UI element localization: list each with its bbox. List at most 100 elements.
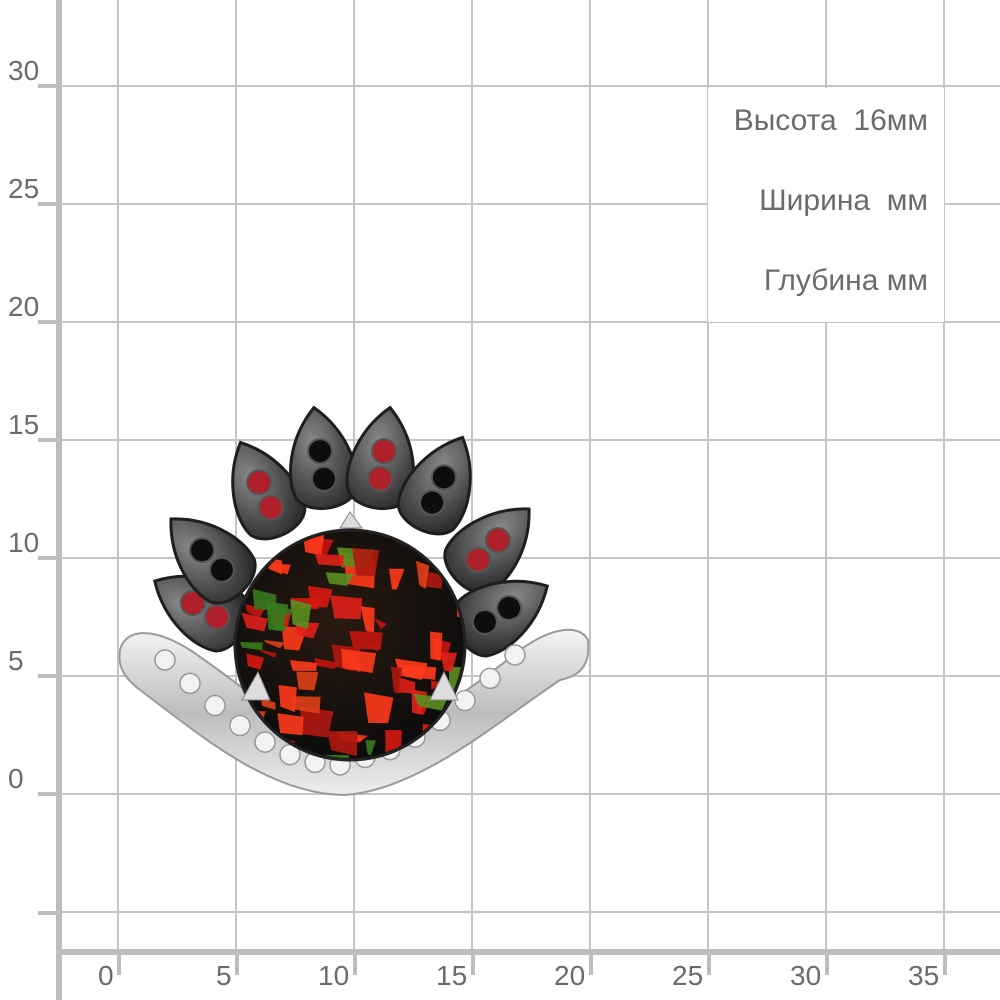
opal-fleck: [440, 652, 458, 672]
opal-fleck: [397, 677, 416, 694]
grid-line-horizontal: [58, 321, 1000, 323]
x-tick: [235, 955, 239, 975]
garnet-stone: [484, 527, 511, 554]
x-tick: [353, 955, 357, 975]
grid-line-horizontal: [58, 439, 1000, 441]
x-tick: [707, 955, 711, 975]
diamond-stone: [254, 731, 276, 753]
x-axis: [56, 949, 1000, 955]
x-tick-label: 30: [790, 960, 822, 991]
garnet-stone: [257, 494, 284, 521]
petal-settings: [152, 405, 550, 658]
opal-fleck: [240, 642, 263, 651]
grid-line-horizontal: [58, 557, 1000, 559]
grid-line-vertical: [471, 0, 473, 952]
prong: [339, 511, 363, 529]
diamond-stone: [229, 714, 251, 737]
y-tick: [38, 84, 58, 88]
opal-fleck: [391, 666, 403, 694]
black-stone: [430, 464, 457, 491]
opal-fleck: [259, 649, 277, 658]
y-tick: [38, 556, 58, 560]
prong: [429, 670, 459, 701]
x-tick-label: 10: [318, 960, 350, 991]
opal-fleck: [263, 639, 286, 649]
opal-fleck: [277, 713, 304, 736]
opal-fleck: [330, 595, 363, 620]
y-tick-label: 15: [8, 409, 40, 440]
grid-line-horizontal: [58, 793, 1000, 795]
opal-fleck: [307, 585, 333, 608]
grid-line-horizontal: [58, 203, 1000, 205]
opal-fleck: [415, 560, 430, 590]
opal-fleck: [266, 601, 289, 632]
opal-play-of-color: [240, 532, 463, 758]
x-tick-label: 5: [216, 960, 232, 991]
opal-fleck: [241, 612, 268, 632]
black-stone: [307, 438, 334, 465]
grid-line-vertical: [589, 0, 591, 952]
diamond-stone: [504, 644, 526, 666]
opal-fleck: [352, 548, 380, 577]
width-label: Ширина мм: [759, 184, 928, 217]
depth-label: Глубина мм: [763, 264, 928, 297]
garnet-stone: [465, 546, 492, 573]
y-tick-label: 30: [8, 55, 40, 86]
x-tick: [943, 955, 947, 975]
garnet-stone: [246, 469, 273, 496]
opal-fleck: [388, 568, 405, 590]
petal: [345, 405, 416, 511]
x-tick: [825, 955, 829, 975]
diamond-stone: [204, 694, 226, 717]
x-tick: [589, 955, 593, 975]
opal-fleck: [349, 630, 383, 650]
petal: [443, 507, 531, 595]
opal-fleck: [296, 671, 319, 691]
black-stone: [310, 465, 337, 492]
opal-fleck: [325, 572, 354, 586]
black-stone: [208, 556, 235, 583]
diamond-stone: [479, 667, 501, 690]
opal-fleck: [327, 731, 358, 757]
x-tick-label: 25: [672, 960, 704, 991]
garnet-stone: [367, 465, 394, 492]
dimensions-box: Высота 16мм Ширина мм Глубина мм: [708, 88, 944, 322]
y-tick: [38, 320, 58, 324]
y-tick: [38, 674, 58, 678]
prong: [241, 670, 271, 701]
opal-fleck: [278, 685, 297, 713]
grid-line-vertical: [117, 0, 119, 952]
petal: [169, 517, 257, 605]
x-tick-label: 15: [436, 960, 468, 991]
petal: [396, 435, 472, 536]
diamond-stone: [154, 649, 176, 671]
garnet-stone: [370, 438, 397, 465]
grid-line-horizontal: [58, 911, 1000, 913]
black-stone: [496, 595, 523, 621]
opal-fleck: [360, 605, 375, 633]
garnet-stone: [204, 604, 231, 630]
opal-fleck: [341, 648, 377, 673]
x-tick-label: 0: [98, 960, 114, 991]
y-tick-label: 25: [8, 173, 40, 204]
opal-fleck: [260, 698, 276, 710]
black-stone: [419, 489, 446, 516]
diamond-stone: [454, 689, 476, 712]
grid-line-vertical: [943, 0, 945, 952]
petal: [231, 440, 307, 541]
y-tick: [38, 911, 58, 915]
opal-fleck: [289, 660, 317, 671]
grid-line-vertical: [825, 0, 827, 952]
grid-line-vertical: [707, 0, 709, 952]
opal-fleck: [364, 692, 394, 724]
petal: [288, 405, 359, 511]
y-tick: [38, 202, 58, 206]
x-tick-label: 20: [554, 960, 586, 991]
x-tick: [471, 955, 475, 975]
opal-fleck: [365, 740, 376, 756]
x-tick: [117, 955, 121, 975]
x-tick-label: 35: [908, 960, 940, 991]
y-tick-label: 0: [8, 763, 24, 794]
